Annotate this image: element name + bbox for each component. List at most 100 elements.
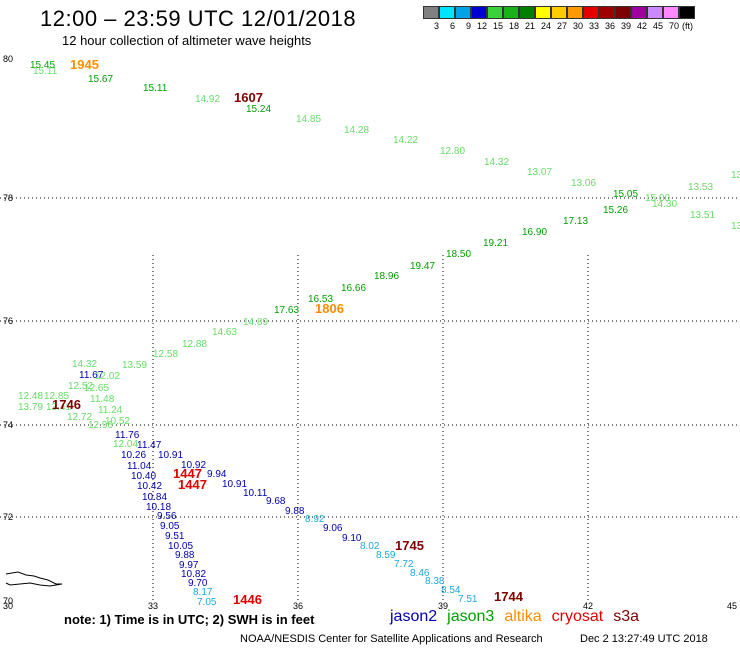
- wave-height-legend: 3 6 9 12 15 18 21 24 27 30 33 36 39 42 45 70 (ft): [423, 6, 706, 31]
- wave-height-label: 17.63: [274, 305, 299, 316]
- lat-label: 78: [3, 193, 13, 203]
- wave-height-label: 9.10: [342, 533, 362, 544]
- wave-height-label: 16.53: [308, 294, 333, 305]
- wave-height-label: 12.72: [67, 412, 92, 423]
- legend-label: 27: [556, 21, 567, 31]
- wave-height-label: 8.38: [425, 576, 445, 587]
- lon-label: 33: [148, 601, 158, 611]
- legend-swatch: [583, 6, 599, 19]
- lon-label: 36: [293, 601, 303, 611]
- wave-height-label: 19.21: [483, 238, 508, 249]
- wave-height-label: 9.06: [323, 523, 343, 534]
- pass-time-label: 1945: [70, 57, 99, 72]
- pass-time-label: 1447: [178, 477, 207, 492]
- legend-label: 36: [604, 21, 615, 31]
- wave-height-label: 14.89: [243, 317, 268, 328]
- wave-height-label: 10.91: [222, 479, 247, 490]
- legend-label: 42: [636, 21, 647, 31]
- wave-height-label: 15.24: [246, 104, 271, 115]
- wave-height-label: 10.84: [142, 492, 167, 503]
- wave-height-label: 13.59: [122, 360, 147, 371]
- wave-height-label: 12.48: [18, 391, 43, 402]
- wave-height-label: 9.97: [179, 560, 199, 571]
- wave-height-label: 15.11: [143, 83, 168, 94]
- wave-height-label: 18.50: [446, 249, 471, 260]
- pass-time-label: 1607: [234, 90, 263, 105]
- lon-label: 45: [727, 601, 737, 611]
- wave-height-label: 14.22: [393, 135, 418, 146]
- wave-height-label: 13.53: [688, 182, 713, 193]
- wave-height-label: 9.51: [165, 531, 185, 542]
- wave-height-label: 9.88: [285, 506, 305, 517]
- legend-swatch: [503, 6, 519, 19]
- legend-label: 39: [620, 21, 631, 31]
- satellite-legend: jason2 jason3 altika cryosat s3a: [390, 608, 649, 626]
- legend-swatch: [519, 6, 535, 19]
- wave-height-label: 12.96: [88, 420, 113, 431]
- wave-height-label: 9.70: [188, 578, 208, 589]
- wave-height-label: 16.90: [522, 227, 547, 238]
- wave-height-label: 14.63: [212, 327, 237, 338]
- wave-height-label: 10.42: [137, 481, 162, 492]
- wave-height-label: 10.18: [146, 502, 171, 513]
- pass-time-label: 1447: [173, 466, 202, 481]
- lon-label: 42: [583, 601, 593, 611]
- legend-swatch: [567, 6, 583, 19]
- legend-swatch: [439, 6, 455, 19]
- wave-height-label: 12.80: [440, 146, 465, 157]
- wave-height-label: 7.72: [394, 559, 414, 570]
- wave-height-label: 14.85: [296, 114, 321, 125]
- wave-height-label: 15.26: [603, 205, 628, 216]
- wave-height-label: 13: [731, 221, 740, 232]
- graticule: [0, 197, 740, 601]
- wave-height-label: 7.05: [197, 597, 217, 608]
- pass-time-label: 1806: [315, 301, 344, 316]
- wave-height-label: 11.47: [137, 440, 162, 451]
- satellite-jason3: jason3: [447, 608, 495, 625]
- legend-label: 18: [508, 21, 519, 31]
- wave-height-label: 14.30: [652, 199, 677, 210]
- footer-note: note: 1) Time is in UTC; 2) SWH is in fe…: [64, 612, 315, 627]
- credit-text: NOAA/NESDIS Center for Satellite Applica…: [240, 633, 543, 645]
- legend-swatch: [679, 6, 695, 19]
- wave-height-label: 13.06: [571, 178, 596, 189]
- wave-height-label: 14.32: [484, 157, 509, 168]
- wave-height-label: 10.52: [105, 416, 130, 427]
- wave-height-label: 15.67: [88, 74, 113, 85]
- lat-label: 80: [3, 54, 13, 64]
- wave-height-label: 9.05: [160, 521, 180, 532]
- wave-height-label: 18.96: [374, 271, 399, 282]
- legend-swatch: [663, 6, 679, 19]
- legend-label: 15: [492, 21, 503, 31]
- pass-time-label: 1446: [233, 592, 262, 607]
- wave-height-label: 13.79: [18, 402, 43, 413]
- wave-height-label: 10.91: [158, 450, 183, 461]
- legend-unit: (ft): [682, 21, 693, 31]
- wave-height-label: 13.41: [46, 402, 71, 413]
- lat-label: 74: [3, 420, 13, 430]
- wave-height-label: 9.94: [207, 469, 227, 480]
- legend-labels: 3 6 9 12 15 18 21 24 27 30 33 36 39 42 45 70 (ft): [423, 21, 706, 31]
- wave-height-label: 13: [731, 170, 740, 181]
- wave-height-label: 12.65: [84, 383, 109, 394]
- wave-height-label: 7.51: [458, 594, 478, 605]
- wave-height-label: 8.17: [193, 587, 213, 598]
- legend-label: 70: [668, 21, 679, 31]
- lon-label: 30: [3, 601, 13, 611]
- wave-height-label: 8.54: [441, 585, 461, 596]
- map-title: 12:00 – 23:59 UTC 12/01/2018: [40, 6, 357, 31]
- legend-swatch: [647, 6, 663, 19]
- wave-height-label: 15.00: [645, 193, 670, 204]
- wave-height-label: 11.67: [79, 370, 104, 381]
- legend-swatches: [423, 6, 706, 19]
- coastline: [5, 571, 63, 587]
- legend-label: 21: [524, 21, 535, 31]
- wave-height-label: 8.46: [410, 568, 430, 579]
- satellite-jason2: jason2: [390, 608, 438, 625]
- wave-height-label: 10.40: [131, 471, 156, 482]
- legend-label: 33: [588, 21, 599, 31]
- wave-height-label: 11.48: [90, 394, 115, 405]
- wave-height-label: 13.07: [527, 167, 552, 178]
- legend-swatch: [535, 6, 551, 19]
